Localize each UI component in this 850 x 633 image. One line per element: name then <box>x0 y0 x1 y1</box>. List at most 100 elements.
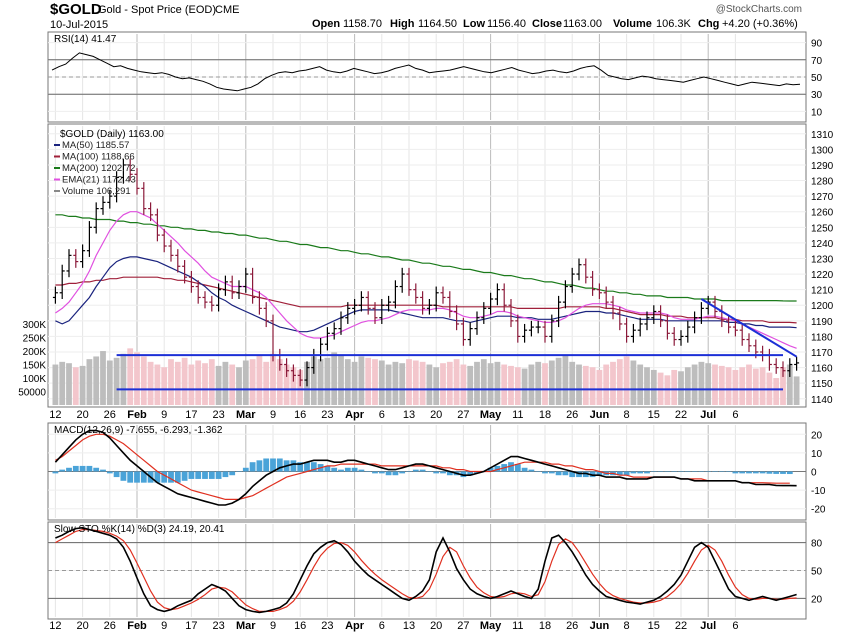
x-tick-label: 12 <box>49 409 61 421</box>
ohlc-bar <box>630 323 636 343</box>
legend-entry: MA(50) 1185.57 <box>62 140 129 151</box>
volume-bar <box>528 364 535 405</box>
rsi-legend: RSI(14) 41.47 <box>54 34 117 45</box>
macd-tick-label: 10 <box>811 449 823 460</box>
volume-bar <box>691 364 698 405</box>
price-tick-label: 1250 <box>811 223 834 234</box>
exchange: CME <box>215 4 239 16</box>
volume-bar <box>283 364 290 405</box>
x-tick-label: 15 <box>648 620 660 632</box>
legend-entry: EMA(21) 1172.43 <box>62 175 136 186</box>
x-tick-label: 16 <box>294 409 306 421</box>
volume-bar <box>433 367 440 405</box>
macd-histogram-bar <box>569 471 576 478</box>
volume-bar <box>181 357 188 405</box>
ohlc-bar <box>114 171 120 203</box>
volume-bar <box>671 369 678 405</box>
ohlc-bar <box>209 295 215 312</box>
ohlc-bar <box>474 311 480 335</box>
ohlc-bar <box>236 280 242 300</box>
macd-histogram-bar <box>385 471 392 476</box>
ohlc-bar <box>188 270 194 293</box>
macd-histogram-bar <box>759 471 766 474</box>
macd-legend: MACD(12,26,9) -7.655, -6.293, -1.362 <box>54 425 223 436</box>
ohlc-bar <box>148 202 154 222</box>
macd-histogram-bar <box>766 471 773 474</box>
quote-bar: Open 1158.70 High 1164.50 Low 1156.40 Cl… <box>312 18 798 30</box>
price-tick-label: 1230 <box>811 254 834 265</box>
volume-bar <box>542 363 548 405</box>
x-tick-label: 26 <box>104 409 116 421</box>
volume-bar <box>487 363 494 405</box>
volume-bar <box>242 360 249 405</box>
volume-bar <box>406 359 412 405</box>
volume-bar <box>746 364 752 405</box>
macd-histogram-bar <box>671 471 678 472</box>
volume-bar <box>372 359 378 405</box>
macd-histogram-bar <box>508 462 514 472</box>
ohlc-bar <box>624 317 630 343</box>
symbol: $GOLD <box>50 1 102 18</box>
macd-tick-label: -20 <box>811 505 826 516</box>
ohlc-bar <box>52 286 58 304</box>
volume-bar <box>140 356 147 405</box>
ohlc-bar <box>284 358 290 377</box>
macd-histogram-bar <box>249 462 256 472</box>
x-tick-label: 22 <box>675 620 687 632</box>
x-tick-label: 26 <box>104 620 116 632</box>
price-tick-label: 1270 <box>811 192 834 203</box>
macd-histogram-bar <box>174 471 181 483</box>
high-label: High <box>390 18 415 30</box>
macd-histogram-bar <box>120 471 127 481</box>
volume-bar <box>338 355 344 405</box>
ohlc-bar <box>324 327 330 351</box>
ohlc-bar <box>86 221 92 257</box>
price-tick-label: 1150 <box>811 379 833 390</box>
macd-histogram-bar <box>100 469 106 472</box>
x-tick-label: 13 <box>403 409 415 421</box>
volume-bar <box>86 359 93 405</box>
macd-histogram-bar <box>399 471 406 474</box>
rsi-tick-label: 70 <box>811 56 823 67</box>
ohlc-bar <box>256 291 262 315</box>
ohlc-bar <box>562 280 568 309</box>
ohlc-bar <box>250 267 256 304</box>
volume-bar <box>562 355 569 405</box>
volume-tick-label: 300K <box>23 320 47 331</box>
ohlc-bar <box>610 295 616 320</box>
volume-bar <box>100 351 106 405</box>
volume-bar <box>358 356 365 405</box>
volume-bar <box>644 367 650 405</box>
macd-histogram-bar <box>270 458 276 472</box>
macd-histogram-bar <box>705 471 712 472</box>
volume-bar <box>120 353 127 405</box>
x-tick-label: 23 <box>321 409 333 421</box>
ohlc-bar <box>243 267 249 293</box>
macd-histogram-bar <box>297 462 304 472</box>
macd-histogram-bar <box>202 471 208 479</box>
volume-bar <box>134 352 140 405</box>
ohlc-bar <box>692 311 698 334</box>
volume-bar <box>215 365 222 405</box>
volume-bar <box>576 364 582 405</box>
macd-histogram-bar <box>79 465 86 472</box>
open-value: 1158.70 <box>343 18 382 30</box>
x-tick-label: May <box>480 409 502 421</box>
macd-histogram-bar <box>630 471 637 474</box>
ohlc-bar <box>549 314 555 343</box>
macd-histogram-bar <box>644 471 650 474</box>
x-tick-label: Jul <box>700 620 716 632</box>
volume-bar <box>202 363 208 405</box>
ohlc-bar <box>590 270 596 296</box>
macd-histogram-bar <box>440 471 446 474</box>
volume-label: Volume <box>613 18 652 30</box>
macd-histogram-bar <box>229 471 236 476</box>
price-tick-label: 1160 <box>811 364 833 375</box>
volume-bar <box>310 356 317 405</box>
ohlc-bar <box>671 327 677 346</box>
sto-k-line <box>55 526 797 614</box>
x-tick-label: 20 <box>430 409 442 421</box>
volume-bar <box>106 360 113 405</box>
macd-histogram-bar <box>650 471 657 472</box>
volume-bar <box>66 363 72 405</box>
